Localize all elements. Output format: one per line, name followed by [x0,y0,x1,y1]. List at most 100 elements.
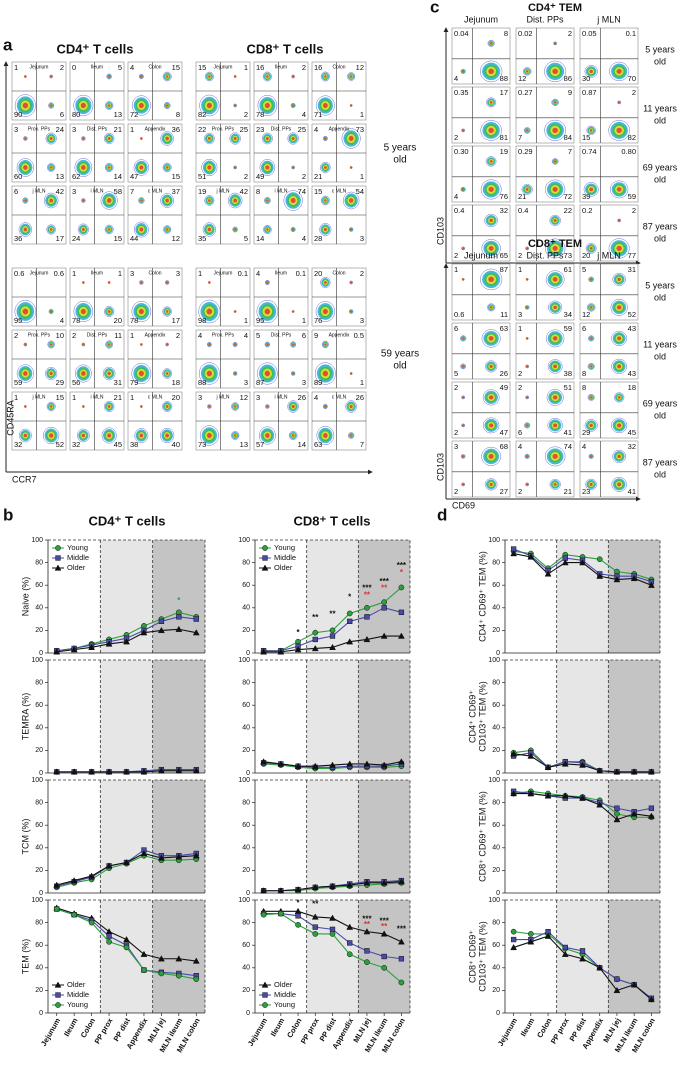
density-contour [461,396,465,399]
age-label: 5 years [384,143,417,154]
quadrant-value: 12 [582,310,590,319]
flow-plot-frame [515,263,575,321]
density-contour [162,401,173,412]
significance-mark: *** [397,924,407,933]
density-contour [49,198,54,203]
data-point [527,790,535,797]
y-tick-label: 60 [35,702,43,709]
data-point [596,964,604,971]
plot-tissue: Jejunum [30,270,49,276]
quadrant-value: 1 [360,378,364,387]
density-contour [24,75,27,78]
legend-marker [262,555,268,561]
data-point [140,768,148,775]
density-contour [320,161,331,174]
density-contour [266,228,269,231]
density-contour [553,305,558,310]
data-point [630,768,638,775]
density-contour [525,455,529,458]
density-contour [204,195,215,206]
quadrant-value: 24 [56,125,64,134]
density-contour [549,479,561,490]
density-contour [104,306,115,317]
density-contour [49,104,53,107]
density-contour [341,128,361,149]
density-contour [233,310,237,313]
data-point [329,633,336,639]
density-contour [488,68,495,75]
density-contour [320,71,330,82]
plot-tissue: i MLN [274,394,287,400]
density-contour [207,404,212,409]
y-tick-label: 100 [238,777,250,784]
quadrant-value: 4 [198,331,202,340]
density-contour [546,389,564,406]
density-contour [482,417,500,434]
density-contour [165,228,169,231]
quadrant-value: 3 [360,234,364,243]
x-tick-label: Jejunum [246,1016,269,1047]
quadrant-value: 0.80 [621,147,636,156]
y-tick-label: 100 [488,897,500,904]
y-tick-label: 40 [242,725,250,732]
quadrant-value: 15 [114,234,122,243]
quadrant-value: 32 [72,440,80,449]
density-contour [162,306,172,317]
age-label: 5 years [645,280,675,290]
data-point [614,811,620,817]
data-point [398,979,405,986]
y-tick-label: 20 [242,627,250,634]
density-contour [291,404,295,409]
y-tick-label: 0 [496,1010,500,1017]
quadrant-value: 3 [454,442,458,451]
density-contour [45,367,58,380]
data-point [544,763,552,770]
quadrant-value: 9 [568,88,572,97]
x-tick-label: Jejunum [496,1016,519,1047]
data-point [260,911,267,918]
quadrant-value: 23 [582,487,590,496]
density-contour [461,129,465,132]
plot-tissue: Prox. PPs [28,332,51,338]
density-contour [612,449,626,463]
density-contour [544,446,566,467]
density-contour [233,372,237,375]
plot-tissue: Ileum [275,270,287,276]
axis-label: CD103 [435,453,445,481]
data-point [88,919,95,926]
density-contour [107,433,112,438]
data-point [312,924,318,930]
density-contour [162,71,172,82]
axis-label: CD69 [452,500,475,510]
density-contour [81,165,86,170]
flow-plot-frame [515,440,575,498]
plot-tissue: Dist. PPs [87,332,108,338]
data-point [381,599,388,606]
data-point [193,976,200,982]
panel-title: CD4⁺ T cells [89,513,166,528]
data-point [158,618,165,625]
y-tick-label: 20 [35,627,43,634]
quadrant-value: 95 [256,316,264,325]
density-contour [489,42,493,45]
density-contour [589,69,593,74]
quadrant-value: 61 [564,265,572,274]
density-contour [588,276,595,283]
y-tick-label: 40 [492,605,500,612]
density-contour [551,158,559,165]
density-contour [586,125,596,135]
quadrant-value: 1 [14,393,18,402]
y-axis-label: CD103⁺ TEM (%) [477,921,487,992]
age-label: 69 years [643,162,678,172]
quadrant-value: 13 [114,110,122,119]
y-tick-label: 100 [238,537,250,544]
density-contour [611,358,628,374]
data-point [380,632,388,639]
density-contour [140,405,143,408]
density-contour [81,371,86,376]
quadrant-value: 2 [518,369,522,378]
age-label: old [654,174,666,184]
data-point [397,938,405,945]
data-point [140,629,148,636]
